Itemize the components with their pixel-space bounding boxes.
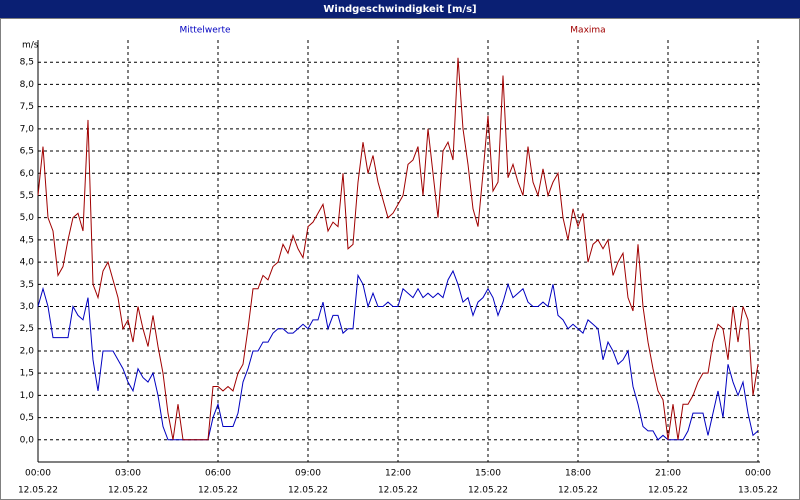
x-tick-label: 18:00: [565, 469, 591, 479]
y-axis-label: m/s: [22, 41, 39, 51]
x-tick-label: 03:00: [115, 469, 141, 479]
y-tick-label: 1,5: [20, 369, 34, 379]
x-tick-date: 13.05.22: [738, 486, 778, 496]
x-tick-label: 00:00: [25, 469, 51, 479]
y-tick-label: 0,5: [20, 413, 34, 423]
y-tick-label: 7,0: [20, 124, 35, 134]
y-tick-label: 6,0: [20, 169, 35, 179]
data-line: [37, 269, 759, 441]
y-tick-label: 8,0: [20, 80, 35, 90]
y-tick-label: 7,5: [20, 102, 34, 112]
x-tick-label: 00:00: [745, 469, 771, 479]
x-tick-date: 12.05.22: [18, 486, 58, 496]
x-tick-label: 09:00: [295, 469, 321, 479]
y-tick-label: 4,5: [20, 235, 34, 245]
y-tick-label: 8,5: [20, 58, 34, 68]
y-tick-label: 2,0: [20, 346, 35, 356]
x-tick-date: 12.05.22: [378, 486, 418, 496]
y-tick-label: 2,5: [20, 324, 34, 334]
y-tick-label: 5,0: [20, 213, 35, 223]
x-tick-label: 15:00: [475, 469, 501, 479]
y-tick-label: 4,0: [20, 258, 35, 268]
x-tick-date: 12.05.22: [198, 486, 238, 496]
y-tick-label: 3,5: [20, 280, 34, 290]
plot-area: [38, 40, 760, 462]
x-tick-date: 12.05.22: [468, 486, 508, 496]
x-tick-date: 12.05.22: [288, 486, 328, 496]
x-tick-label: 06:00: [205, 469, 231, 479]
x-tick-date: 12.05.22: [108, 486, 148, 496]
x-tick-date: 12.05.22: [558, 486, 598, 496]
y-tick-label: 6,5: [20, 147, 34, 157]
y-tick-label: 1,0: [20, 391, 35, 401]
legend-label: Mittelwerte: [179, 26, 230, 36]
title-bar: [0, 0, 800, 18]
x-tick-date: 12.05.22: [648, 486, 688, 496]
y-tick-label: 5,5: [20, 191, 34, 201]
legend-label: Maxima: [570, 26, 605, 36]
chart-title: Windgeschwindigkeit [m/s]: [323, 4, 476, 15]
y-tick-label: 0,0: [20, 435, 35, 445]
y-tick-label: 3,0: [20, 302, 35, 312]
x-tick-label: 12:00: [385, 469, 411, 479]
x-tick-label: 21:00: [655, 469, 681, 479]
data-line: [37, 57, 759, 441]
